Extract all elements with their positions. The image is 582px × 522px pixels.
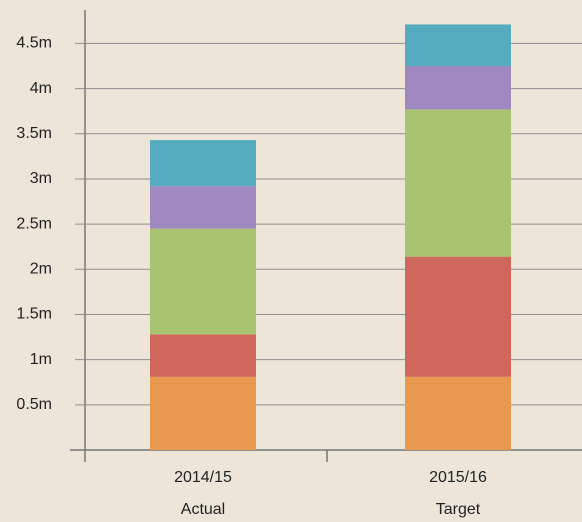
y-tick-label: 2.5m bbox=[16, 215, 52, 232]
bar-segment bbox=[150, 186, 256, 229]
bar-segment bbox=[150, 334, 256, 377]
x-tick-label: 2015/16 bbox=[429, 469, 487, 486]
x-tick-label: Target bbox=[436, 501, 481, 518]
bar-segment bbox=[405, 109, 511, 257]
bar-segment bbox=[405, 66, 511, 110]
y-tick-label: 1m bbox=[30, 351, 52, 368]
y-tick-label: 1.5m bbox=[16, 306, 52, 323]
bar-segment bbox=[150, 228, 256, 335]
bar-segment bbox=[150, 140, 256, 187]
x-tick-label: Actual bbox=[181, 501, 225, 518]
x-tick-label: 2014/15 bbox=[174, 469, 232, 486]
y-tick-label: 3m bbox=[30, 170, 52, 187]
y-tick-label: 0.5m bbox=[16, 396, 52, 413]
y-tick-label: 4.5m bbox=[16, 35, 52, 52]
y-tick-label: 3.5m bbox=[16, 125, 52, 142]
bar-segment bbox=[405, 24, 511, 67]
bar-segment bbox=[150, 376, 256, 450]
y-tick-label: 2m bbox=[30, 261, 52, 278]
y-tick-label: 4m bbox=[30, 80, 52, 97]
bar-segment bbox=[405, 256, 511, 377]
bar-segment bbox=[405, 376, 511, 450]
